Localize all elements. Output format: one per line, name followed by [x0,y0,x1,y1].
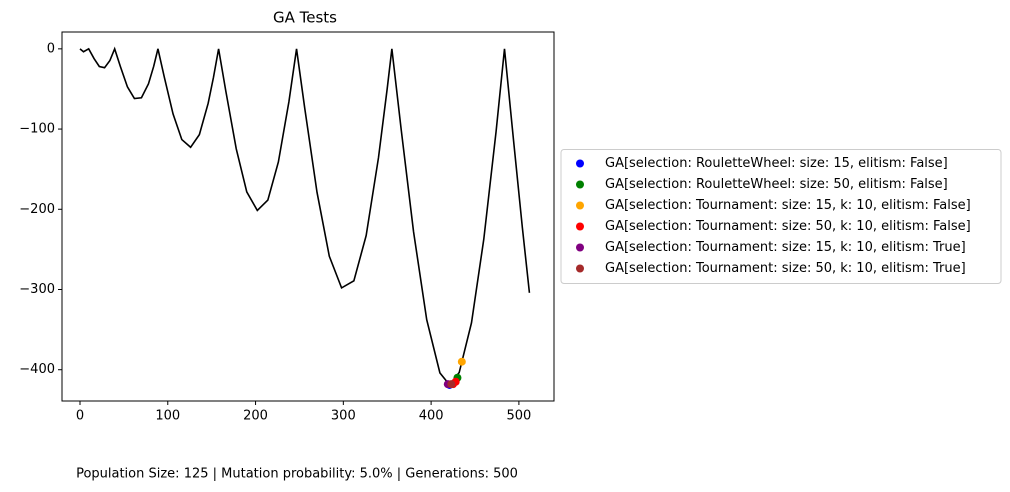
legend-label: GA[selection: Tournament: size: 50, k: 1… [605,219,971,234]
plot-frame [61,31,555,402]
point [447,380,456,389]
x-tick-label: 100 [155,409,180,424]
x-tick-label: 200 [243,409,268,424]
legend-marker [576,180,584,189]
chart-title: GA Tests [273,9,337,27]
y-tick-label: 0 [47,41,55,56]
legend-marker [576,243,584,252]
legend-marker [576,159,584,168]
y-tick-label: −100 [19,122,55,137]
legend-label: GA[selection: Tournament: size: 50, k: 1… [605,261,966,276]
legend-label: GA[selection: RouletteWheel: size: 15, e… [605,156,948,171]
point [457,357,466,366]
x-tick-label: 400 [419,409,444,424]
x-tick-label: 300 [331,409,356,424]
legend-box [560,149,1002,284]
legend-label: GA[selection: Tournament: size: 15, k: 1… [605,240,966,255]
line [79,46,531,387]
caption: Population Size: 125 | Mutation probabil… [76,467,518,482]
legend-label: GA[selection: RouletteWheel: size: 50, e… [605,177,948,192]
y-tick-label: −400 [19,362,55,377]
x-tick-label: 500 [506,409,531,424]
y-tick-label: −300 [19,282,55,297]
y-tick-label: −200 [19,202,55,217]
legend-marker [576,264,584,273]
legend-marker [576,222,584,231]
legend-label: GA[selection: Tournament: size: 15, k: 1… [605,198,971,213]
legend-marker [576,201,584,210]
x-tick-label: 0 [76,409,84,424]
